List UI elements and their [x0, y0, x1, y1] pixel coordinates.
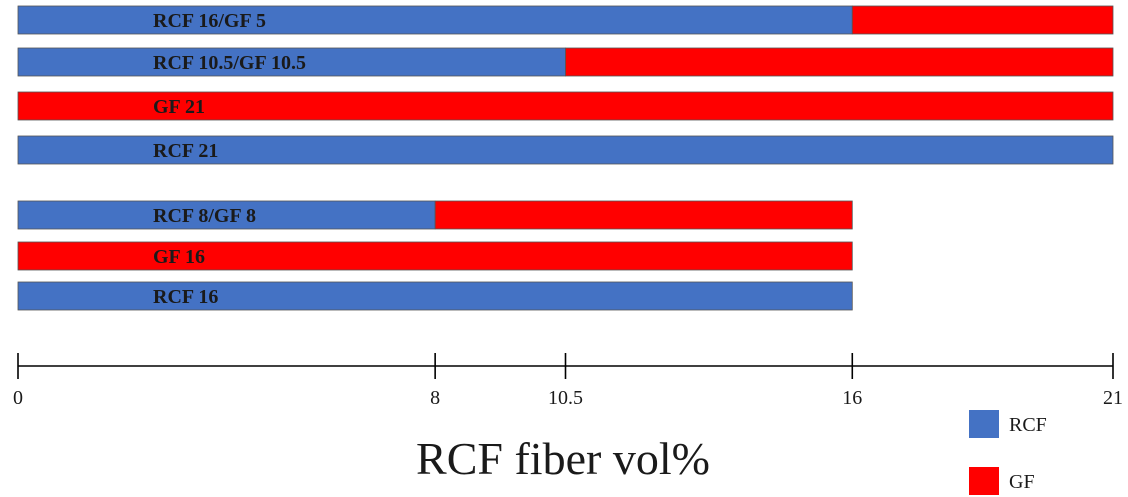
bar-label-gf-21: GF 21 [153, 96, 205, 118]
bar-label-rcf-10-5-gf-10-5: RCF 10.5/GF 10.5 [153, 52, 306, 74]
bar-label-rcf-16-gf-5: RCF 16/GF 5 [153, 10, 266, 32]
legend-swatch-rcf [969, 410, 999, 438]
legend-label-rcf: RCF [1009, 414, 1047, 436]
legend-label-gf: GF [1009, 471, 1035, 493]
bar-segment-gf-rcf-16-gf-5 [851, 5, 1114, 35]
bar-label-gf-16: GF 16 [153, 246, 205, 268]
x-tick-label-0: 0 [13, 387, 23, 409]
bar-segment-gf-gf-16 [17, 241, 853, 271]
legend: RCF GF [969, 410, 1047, 495]
bar-segment-rcf-rcf-10-5-gf-10-5 [17, 47, 566, 77]
bar-segment-gf-rcf-10-5-gf-10-5 [565, 47, 1114, 77]
x-tick-label-8: 8 [430, 387, 440, 409]
bar-label-rcf-16: RCF 16 [153, 286, 218, 308]
x-tick-label-21: 21 [1103, 387, 1123, 409]
bar-segment-rcf-rcf-21 [17, 135, 1114, 165]
bar-segment-rcf-rcf-16-gf-5 [17, 5, 853, 35]
x-tick-label-16: 16 [842, 387, 862, 409]
x-axis-title: RCF fiber vol% [416, 433, 710, 484]
x-tick-label-10-5: 10.5 [548, 387, 583, 409]
bar-segment-rcf-rcf-8-gf-8 [17, 200, 436, 230]
bar-label-rcf-21: RCF 21 [153, 140, 218, 162]
bar-segment-gf-rcf-8-gf-8 [434, 200, 853, 230]
bar-label-rcf-8-gf-8: RCF 8/GF 8 [153, 205, 256, 227]
bar-segment-rcf-rcf-16 [17, 281, 853, 311]
bars-group: RCF 16/GF 5 RCF 10.5/GF 10.5 GF 21 RCF 21 RC… [17, 5, 1114, 311]
x-axis: 0 8 10.5 16 21 [13, 353, 1123, 409]
legend-swatch-gf [969, 467, 999, 495]
bar-segment-gf-gf-21 [17, 91, 1114, 121]
